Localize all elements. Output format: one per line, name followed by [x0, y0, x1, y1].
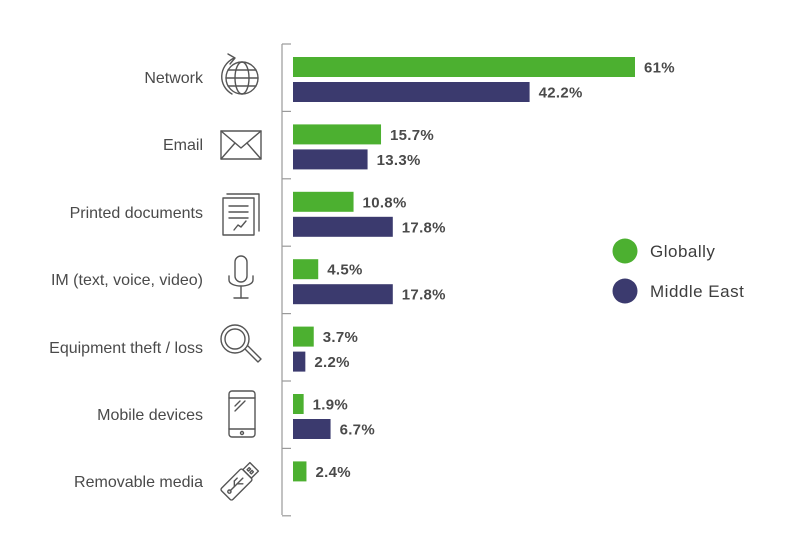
bar-globally-mobile-devices — [293, 394, 304, 414]
legend-label-middle-east: Middle East — [650, 282, 744, 301]
axis-ticks — [282, 43, 291, 517]
bar-globally-email — [293, 124, 382, 145]
legend-label-globally: Globally — [650, 242, 715, 261]
bars — [293, 57, 635, 482]
value-label-globally-network: 61% — [644, 60, 675, 77]
value-label-middle-east-equipment-theft-loss: 2.2% — [314, 354, 349, 371]
value-label-middle-east-printed-documents: 17.8% — [402, 219, 446, 236]
category-label-email: Email — [163, 137, 203, 154]
bar-globally-printed-documents — [293, 191, 354, 212]
value-label-middle-east-network: 42.2% — [539, 85, 583, 102]
category-label-equipment-theft: Equipment theft / loss — [49, 340, 203, 357]
bar-middle-east-network — [293, 82, 530, 102]
magnifier-icon — [220, 324, 262, 363]
category-label-mobile-devices: Mobile devices — [97, 407, 203, 424]
value-label-globally-mobile-devices: 1.9% — [313, 397, 348, 414]
bar-globally-im-text-voice-video — [293, 259, 319, 280]
smartphone-icon — [228, 390, 256, 438]
microphone-icon — [228, 255, 254, 299]
documents-icon — [222, 193, 260, 236]
bar-middle-east-im-text-voice-video — [293, 284, 393, 305]
value-label-middle-east-im-text-voice-video: 17.8% — [402, 287, 446, 304]
category-label-removable-media: Removable media — [74, 474, 203, 491]
value-label-globally-printed-documents: 10.8% — [363, 194, 407, 211]
bar-middle-east-mobile-devices — [293, 419, 331, 439]
category-label-network: Network — [144, 70, 204, 87]
value-label-globally-equipment-theft-loss: 3.7% — [323, 329, 358, 346]
bar-globally-equipment-theft-loss — [293, 326, 314, 347]
legend: Globally Middle East — [612, 238, 744, 304]
bar-globally-network — [293, 57, 635, 77]
usb-drive-icon — [220, 461, 260, 501]
value-label-middle-east-email: 13.3% — [377, 152, 421, 169]
globe-arrow-icon — [221, 53, 259, 95]
value-label-middle-east-mobile-devices: 6.7% — [340, 422, 375, 439]
value-label-globally-im-text-voice-video: 4.5% — [327, 262, 362, 279]
category-label-printed-documents: Printed documents — [70, 205, 203, 222]
legend-swatch-globally — [612, 238, 638, 264]
value-label-globally-email: 15.7% — [390, 127, 434, 144]
category-label-im: IM (text, voice, video) — [51, 272, 203, 289]
bar-globally-removable-media — [293, 461, 307, 482]
bar-middle-east-printed-documents — [293, 216, 393, 237]
value-label-globally-removable-media: 2.4% — [315, 464, 350, 481]
envelope-icon — [220, 130, 262, 160]
value-labels: 61% 42.2% 15.7% 13.3% 10.8% 17.8% 4.5% 17.8% 3.7… — [313, 60, 675, 481]
bar-middle-east-email — [293, 149, 368, 170]
bar-middle-east-equipment-theft-loss — [293, 351, 306, 372]
legend-swatch-middle-east — [612, 278, 638, 304]
